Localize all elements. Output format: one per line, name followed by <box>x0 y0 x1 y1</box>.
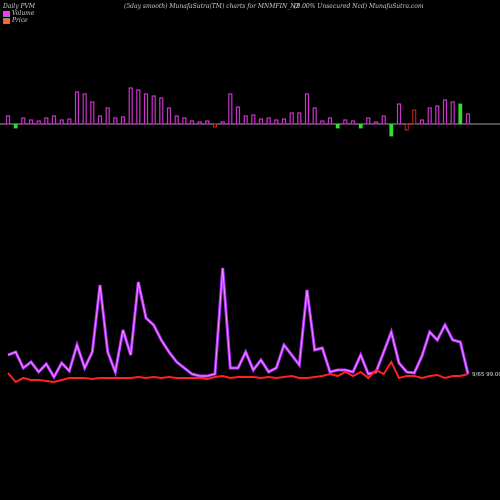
volume-bar <box>320 120 325 125</box>
volume-bar <box>67 118 72 125</box>
volume-bar <box>197 121 202 125</box>
volume-bar <box>450 101 455 125</box>
chart-title-left: Daily PVM <box>3 3 36 10</box>
volume-bar <box>128 87 133 125</box>
volume-bar <box>113 117 118 125</box>
legend-swatch-volume <box>3 10 10 17</box>
volume-bar <box>182 117 187 125</box>
volume-bar <box>389 123 394 137</box>
legend-item-volume: Volume <box>3 10 34 17</box>
volume-bar <box>213 123 217 128</box>
volume-bar <box>373 121 379 125</box>
volume-bar <box>312 107 317 125</box>
volume-bar <box>82 93 87 125</box>
legend-swatch-price <box>3 17 10 24</box>
volume-bar <box>442 99 448 125</box>
price-line <box>7 359 469 384</box>
volume-bar <box>44 117 49 125</box>
volume-bar <box>281 118 287 125</box>
volume-bar <box>343 119 348 125</box>
volume-bar <box>465 113 471 125</box>
volume-bar <box>427 107 432 125</box>
volume-bar <box>220 121 225 125</box>
volume-bar <box>350 120 356 125</box>
volume-bar <box>105 107 110 125</box>
volume-bar <box>396 103 402 125</box>
volume-bar <box>297 112 302 125</box>
volume-bar <box>235 106 241 125</box>
volume-bar <box>404 123 409 131</box>
volume-bar <box>5 115 11 125</box>
volume-bar <box>151 95 156 125</box>
volume-bar <box>51 115 57 125</box>
volume-bar <box>59 119 64 125</box>
volume-bar <box>419 119 425 125</box>
volume-bar <box>205 120 210 125</box>
volume-bar <box>90 101 95 125</box>
legend-item-price: Price <box>3 17 28 24</box>
volume-bar <box>174 115 179 125</box>
volume-bar <box>21 117 26 125</box>
volume-bar <box>120 116 126 125</box>
volume-bar <box>251 114 256 125</box>
volume-bar <box>28 119 34 125</box>
chart-title-middle: (5day smooth) MunafaSutra(TM) charts for… <box>124 3 300 10</box>
volume-bar <box>327 117 333 125</box>
volume-bar <box>458 103 463 125</box>
volume-bar <box>136 89 141 125</box>
volume-bar <box>228 93 233 125</box>
volume-line-outer <box>7 267 470 381</box>
volume-bar <box>243 115 248 125</box>
chart-title-right: (9.00% Unsecured Ncd) MunafaSutra.com <box>294 3 424 10</box>
volume-bar <box>304 93 310 125</box>
volume-bar <box>274 119 279 125</box>
volume-bar <box>74 91 80 125</box>
volume-bar <box>289 112 294 125</box>
volume-bar <box>36 120 41 125</box>
volume-bar <box>97 115 103 125</box>
volume-bars <box>5 87 471 137</box>
price-value-label: 9/65 99.00 <box>472 372 500 378</box>
volume-bar <box>143 93 149 125</box>
legend-label-volume: Volume <box>12 10 35 17</box>
volume-bar <box>266 117 271 125</box>
volume-bar <box>258 118 264 125</box>
volume-bar <box>435 105 440 125</box>
volume-bar <box>189 120 195 125</box>
legend-label-price: Price <box>12 17 28 24</box>
volume-bar <box>366 117 371 125</box>
volume-bar <box>13 123 18 129</box>
volume-line-inner <box>7 267 469 379</box>
volume-bar <box>381 115 386 125</box>
volume-bar <box>412 109 417 125</box>
volume-bar <box>358 123 363 129</box>
volume-bar <box>166 107 172 125</box>
volume-bar <box>335 123 340 129</box>
volume-bar <box>159 97 164 125</box>
